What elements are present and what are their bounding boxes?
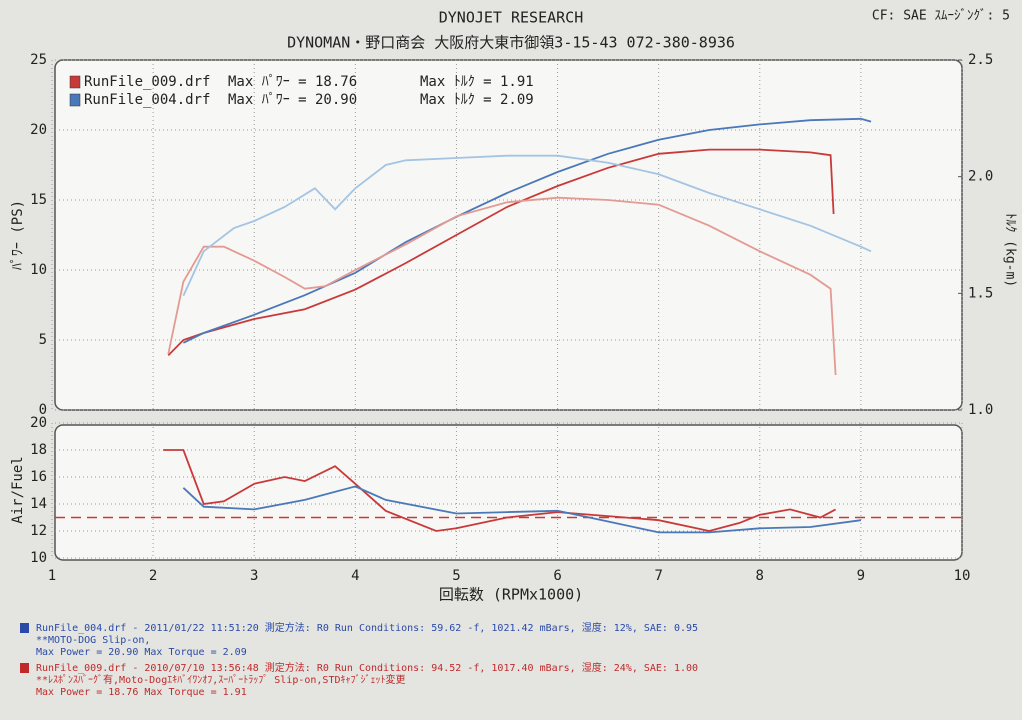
series-line	[167, 148, 835, 357]
legend-note: Max ﾊﾟﾜｰ = 18.76	[228, 74, 357, 90]
y-tick-label: 14	[30, 496, 47, 512]
x-tick-label: 10	[954, 568, 971, 584]
y-tick-label: 10	[30, 262, 47, 278]
legend-note: Max ﾄﾙｸ = 1.91	[420, 74, 534, 90]
header-settings: CF: SAE ｽﾑｰｼﾞﾝｸﾞ: 5	[872, 9, 1010, 24]
series-line	[167, 196, 837, 376]
y-tick-label: 10	[30, 550, 47, 566]
x-tick-label: 8	[756, 568, 764, 584]
footer-line: RunFile_009.drf - 2010/07/10 13:56:48 測定…	[36, 661, 698, 674]
y2-tick-label: 2.5	[968, 52, 993, 68]
y-tick-label: 15	[30, 192, 47, 208]
top-panel	[54, 59, 963, 411]
legend-label: RunFile_004.drf	[84, 92, 210, 108]
footer-line: **MOTO-DOG Slip-on,	[36, 635, 150, 646]
y-tick-label: 5	[39, 332, 47, 348]
y-tick-label: 18	[30, 442, 47, 458]
footer-swatch	[20, 663, 29, 673]
footer-line: **ﾚｽﾎﾟﾝｽﾊﾞｰｸﾞ有,Moto-Dogｴｷﾊﾞｲﾜﾝｵﾌ,ｽｰﾊﾟｰﾄﾗ…	[36, 673, 406, 686]
x-tick-label: 2	[149, 568, 157, 584]
footer-line: Max Power = 18.76 Max Torque = 1.91	[36, 687, 247, 698]
x-tick-label: 1	[48, 568, 56, 584]
x-tick-label: 3	[250, 568, 258, 584]
footer-line: RunFile_004.drf - 2011/01/22 11:51:20 測定…	[36, 621, 698, 634]
x-tick-label: 7	[654, 568, 662, 584]
y-axis-label: Air/Fuel	[10, 456, 26, 523]
y2-tick-label: 2.0	[968, 169, 993, 185]
y-tick-label: 20	[30, 415, 47, 431]
y-tick-label: 12	[30, 523, 47, 539]
legend-swatch	[69, 93, 81, 107]
y-tick-label: 16	[30, 469, 47, 485]
header-title: DYNOJET RESEARCH	[439, 9, 584, 27]
x-tick-label: 6	[553, 568, 561, 584]
y-tick-label: 25	[30, 52, 47, 68]
header-subtitle: DYNOMAN・野口商会 大阪府大東市御領3-15-43 072-380-893…	[287, 34, 735, 52]
y2-tick-label: 1.0	[968, 402, 993, 418]
x-tick-label: 4	[351, 568, 359, 584]
bottom-panel	[54, 424, 963, 561]
footer-line: Max Power = 20.90 Max Torque = 2.09	[36, 647, 247, 658]
y2-tick-label: 1.5	[968, 285, 993, 301]
series-line	[163, 449, 837, 532]
x-tick-label: 5	[452, 568, 460, 584]
footer-swatch	[20, 623, 29, 633]
legend-note: Max ﾊﾟﾜｰ = 20.90	[228, 92, 357, 108]
legend-label: RunFile_009.drf	[84, 74, 210, 90]
y-tick-label: 20	[30, 122, 47, 138]
y-tick-label: 0	[39, 402, 47, 418]
series-line	[183, 117, 872, 344]
series-line	[182, 154, 872, 297]
legend-swatch	[69, 75, 81, 89]
legend-note: Max ﾄﾙｸ = 2.09	[420, 92, 534, 108]
y2-axis-label: ﾄﾙｸ (kg-m)	[1003, 213, 1018, 287]
x-tick-label: 9	[857, 568, 865, 584]
y-axis-label: ﾊﾟﾜｰ (PS)	[10, 200, 26, 270]
series-line	[182, 485, 862, 534]
x-axis-label: 回転数 (RPMx1000)	[439, 586, 583, 604]
